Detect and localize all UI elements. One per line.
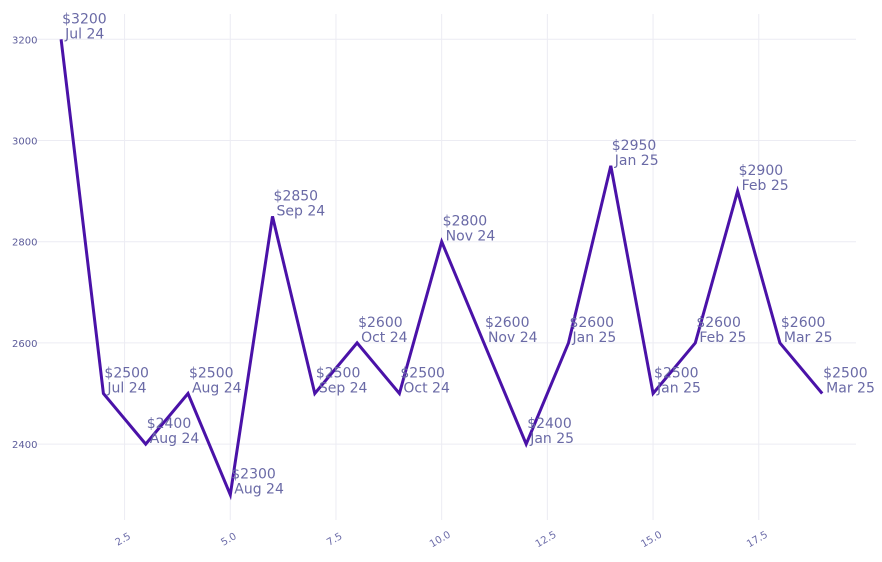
data-label-month: Aug 24: [192, 381, 242, 397]
data-label-month: Mar 25: [826, 381, 875, 397]
data-label-value: $2500: [189, 366, 234, 382]
data-label-month: Sep 24: [277, 203, 326, 219]
y-tick-label: 2400: [12, 440, 37, 451]
data-label-value: $2800: [443, 214, 488, 230]
grid: [36, 14, 856, 520]
data-label-value: $2900: [739, 163, 784, 179]
data-label-value: $2600: [696, 315, 741, 331]
data-point: [609, 164, 613, 168]
x-tick-label: 15.0: [639, 530, 664, 551]
data-point: [651, 392, 655, 396]
data-point: [566, 341, 570, 345]
data-point: [144, 442, 148, 446]
data-label-month: Jan 25: [529, 431, 574, 447]
data-point: [397, 392, 401, 396]
x-tick-label: 5.0: [219, 531, 238, 548]
data-label-value: $2400: [147, 416, 192, 432]
y-tick-label: 3000: [12, 137, 37, 148]
data-label-month: Jan 25: [656, 381, 701, 397]
data-label-month: Jan 25: [614, 153, 659, 169]
y-tick-label: 2600: [12, 339, 37, 350]
data-label-value: $2600: [569, 315, 614, 331]
data-point: [524, 442, 528, 446]
data-label-value: $2600: [358, 315, 403, 331]
data-label-value: $2500: [316, 366, 361, 382]
x-tick-label: 10.0: [428, 530, 453, 551]
data-label-month: Nov 24: [488, 330, 538, 346]
data-label-month: Sep 24: [319, 381, 368, 397]
x-tick-label: 12.5: [534, 530, 559, 551]
data-label-month: Oct 24: [403, 381, 450, 397]
data-point: [778, 341, 782, 345]
series-line: [59, 39, 824, 501]
data-label-value: $2600: [781, 315, 826, 331]
data-label-value: $2500: [104, 366, 149, 382]
data-label-month: Jul 24: [64, 26, 104, 42]
data-point: [186, 392, 190, 396]
data-point: [736, 189, 740, 193]
data-label-month: Feb 25: [742, 178, 789, 194]
data-label-value: $2850: [274, 188, 319, 204]
data-label-month: Jul 24: [106, 381, 146, 397]
data-point: [228, 493, 232, 497]
data-label-value: $2600: [485, 315, 530, 331]
data-point: [271, 214, 275, 218]
data-point: [820, 392, 824, 396]
data-label-month: Oct 24: [361, 330, 408, 346]
data-label-month: Nov 24: [446, 229, 496, 245]
series-layer: [59, 37, 824, 501]
x-tick-label: 2.5: [114, 531, 133, 548]
data-point: [355, 341, 359, 345]
data-point: [59, 37, 63, 41]
data-label-month: Aug 24: [234, 482, 284, 498]
data-label-value: $2300: [231, 467, 276, 483]
data-point: [482, 341, 486, 345]
x-tick-label: 17.5: [745, 530, 770, 551]
data-point: [313, 392, 317, 396]
data-point: [440, 240, 444, 244]
axis-ticks: 2400 2600 2800 3000 3200 2.5 5.0 7.5 10.0 12.5 15.…: [12, 35, 770, 550]
data-point: [101, 392, 105, 396]
y-tick-label: 2800: [12, 238, 37, 249]
data-label-month: Aug 24: [150, 431, 200, 447]
data-point: [693, 341, 697, 345]
data-label-value: $2500: [400, 366, 445, 382]
x-tick-label: 7.5: [325, 531, 344, 548]
data-label-month: Feb 25: [699, 330, 746, 346]
data-label-value: $2400: [527, 416, 572, 432]
data-label-value: $2500: [823, 366, 868, 382]
data-label-value: $2500: [654, 366, 699, 382]
y-tick-label: 3200: [12, 35, 37, 46]
data-label-value: $3200: [62, 11, 107, 27]
data-label-month: Mar 25: [784, 330, 833, 346]
data-label-value: $2950: [612, 138, 657, 154]
data-label-month: Jan 25: [571, 330, 616, 346]
